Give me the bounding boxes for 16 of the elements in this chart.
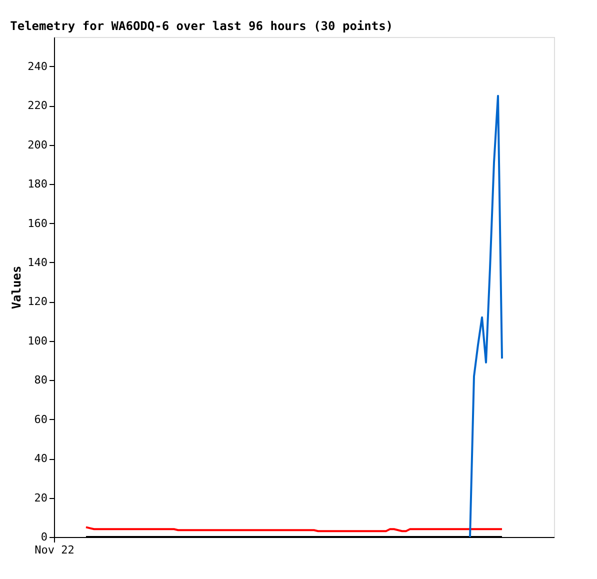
y-tick-label: 180 — [28, 178, 48, 191]
y-tick-label: 120 — [28, 295, 48, 308]
y-tick-label: 140 — [28, 256, 48, 269]
y-tick-label: 160 — [28, 216, 48, 230]
y-tick-label: 200 — [28, 138, 48, 152]
y-axis-title: Values — [10, 266, 24, 310]
y-tick-label: 240 — [28, 60, 48, 73]
chart-title: Telemetry for WA6ODQ-6 over last 96 hours (30 points) — [10, 19, 394, 33]
y-tick-label: 40 — [34, 452, 48, 466]
y-tick-label: 0 — [40, 530, 48, 544]
y-tick-label: 60 — [34, 412, 48, 426]
y-tick-label: 80 — [34, 374, 48, 387]
y-tick-label: 100 — [28, 334, 48, 348]
x-tick-label: Nov 22 — [34, 544, 74, 556]
y-tick-label: 220 — [28, 99, 48, 112]
y-tick-label: 20 — [34, 491, 48, 504]
